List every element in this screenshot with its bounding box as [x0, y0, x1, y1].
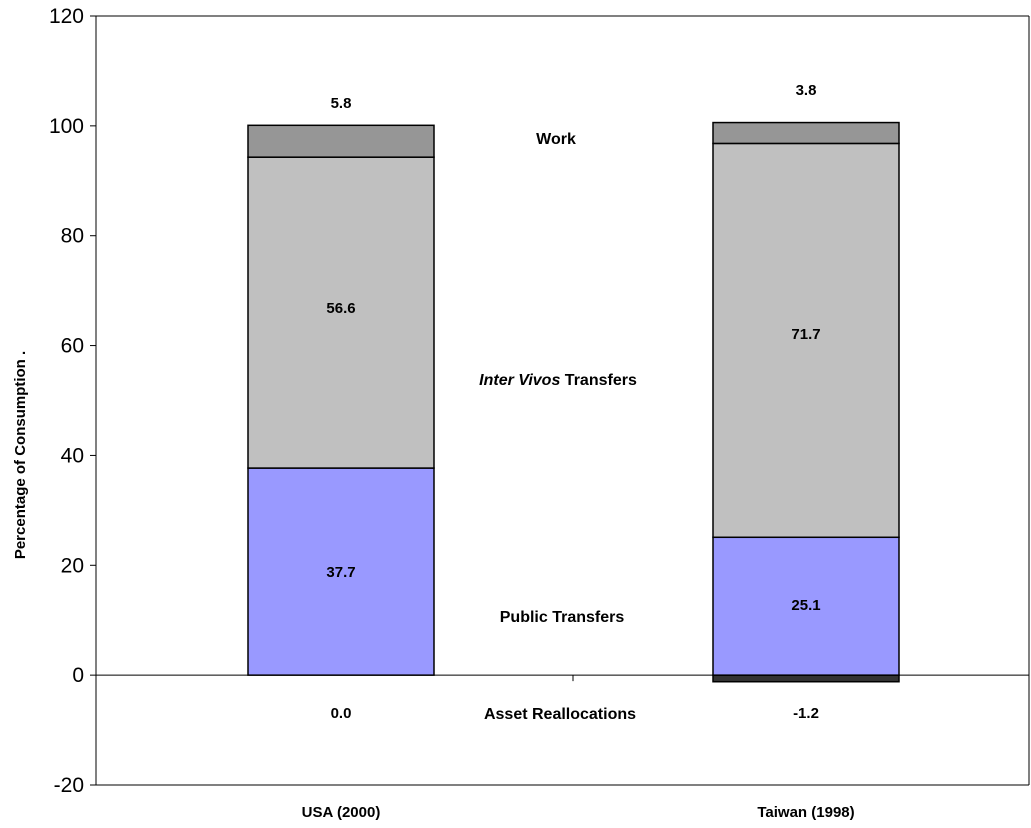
bar-segment-inter-vivos-transfers [712, 142, 900, 539]
series-label: Asset Reallocations [484, 706, 636, 723]
labels: USA (2000) Taiwan (1998) 0.0 -1.2 37.7 25.1 56… [302, 82, 855, 821]
bar-segment-work [247, 124, 435, 158]
y-tick-label: 20 [61, 554, 84, 577]
bar-segment-public-transfers [712, 536, 900, 676]
y-tick-label: 120 [49, 5, 84, 28]
bar-segment-work [712, 121, 900, 145]
data-label: 56.6 [326, 300, 355, 317]
category-label: Taiwan (1998) [757, 804, 854, 821]
axes: -20 0 20 40 60 80 100 120 [49, 5, 1030, 797]
data-label: 3.8 [796, 82, 817, 99]
bar-segment-inter-vivos-transfers [247, 156, 435, 469]
series-label: Inter Vivos Transfers [479, 372, 637, 389]
category-label: USA (2000) [302, 804, 381, 821]
data-label: -1.2 [793, 705, 819, 722]
y-tick-label: -20 [54, 774, 84, 797]
data-label: 0.0 [331, 705, 352, 722]
y-tick-label: 0 [72, 664, 84, 687]
data-label: 25.1 [791, 597, 820, 614]
y-tick-label: 80 [61, 225, 84, 248]
data-label: 71.7 [791, 326, 820, 343]
y-axis-title: Percentage of Consumption . [12, 351, 29, 559]
series-label: Work [536, 131, 576, 148]
bar-segment-asset-reallocations [712, 674, 900, 683]
bars [247, 121, 900, 683]
y-tick-label: 40 [61, 444, 84, 467]
data-label: 37.7 [326, 564, 355, 581]
bar-segment-public-transfers [247, 467, 435, 676]
y-tick-label: 100 [49, 115, 84, 138]
series-label: Public Transfers [500, 609, 625, 626]
data-label: 5.8 [331, 95, 352, 112]
y-tick-label: 60 [61, 335, 84, 358]
